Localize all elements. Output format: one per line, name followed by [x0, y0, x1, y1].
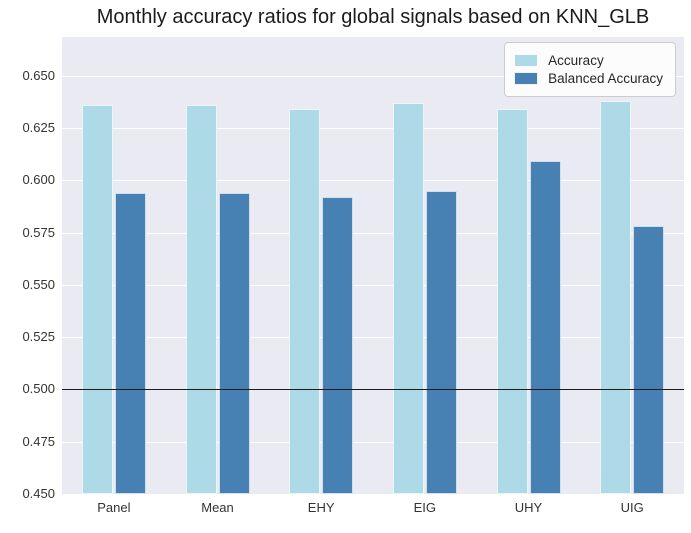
- y-tick-label: 0.600: [22, 172, 55, 188]
- gridline: [62, 337, 684, 339]
- bar-balanced-accuracy-ehy: [322, 197, 354, 494]
- bar-balanced-accuracy-panel: [114, 192, 146, 494]
- gridline: [62, 284, 684, 286]
- legend-entry-balanced-accuracy: Balanced Accuracy: [514, 71, 663, 86]
- y-tick-label: 0.525: [22, 329, 55, 345]
- bar-balanced-accuracy-uig: [633, 226, 665, 494]
- y-tick-label: 0.625: [22, 119, 55, 135]
- legend-swatch-balanced-accuracy: [514, 72, 539, 85]
- y-tick-label: 0.475: [22, 433, 55, 449]
- legend-swatch-accuracy: [514, 54, 539, 67]
- bar-accuracy-panel: [81, 104, 113, 494]
- bar-balanced-accuracy-eig: [425, 190, 457, 494]
- bar-accuracy-mean: [185, 104, 217, 494]
- x-tick-label-ehy: EHY: [307, 500, 335, 515]
- y-tick-label: 0.575: [22, 224, 55, 240]
- chart-title: Monthly accuracy ratios for global signa…: [96, 6, 650, 28]
- y-tick-label: 0.550: [22, 276, 55, 292]
- gridline: [62, 75, 684, 77]
- y-tick-label: 0.450: [22, 486, 55, 501]
- x-tick-label-uig: UIG: [620, 500, 644, 515]
- x-tick-label-mean: Mean: [201, 500, 234, 515]
- gridline: [62, 127, 684, 129]
- y-axis-tick-labels: 0.450 0.475 0.500 0.525 0.550 0.575 0.600 0.625…: [0, 37, 55, 501]
- plot-area: Accuracy Balanced Accuracy: [62, 37, 684, 495]
- bar-balanced-accuracy-uhy: [529, 161, 561, 494]
- x-axis-tick-labels: Panel Mean EHY EIG UHY UIG: [62, 500, 684, 520]
- bar-accuracy-eig: [392, 102, 424, 494]
- legend: Accuracy Balanced Accuracy: [504, 42, 676, 97]
- gridline: [62, 232, 684, 234]
- reference-line: [62, 389, 684, 391]
- legend-label: Accuracy: [548, 53, 604, 68]
- bar-accuracy-uhy: [496, 109, 528, 494]
- bar-accuracy-ehy: [289, 109, 321, 494]
- x-tick-label-uhy: UHY: [514, 500, 543, 515]
- gridline: [62, 441, 684, 443]
- bar-balanced-accuracy-mean: [218, 192, 250, 494]
- x-tick-label-panel: Panel: [97, 500, 131, 515]
- legend-entry-accuracy: Accuracy: [514, 53, 663, 68]
- x-tick-label-eig: EIG: [413, 500, 437, 515]
- bar-accuracy-uig: [600, 100, 632, 494]
- legend-label: Balanced Accuracy: [548, 71, 663, 86]
- gridline: [62, 494, 684, 495]
- gridline: [62, 180, 684, 182]
- y-tick-label: 0.500: [22, 381, 55, 397]
- y-tick-label: 0.650: [22, 67, 55, 83]
